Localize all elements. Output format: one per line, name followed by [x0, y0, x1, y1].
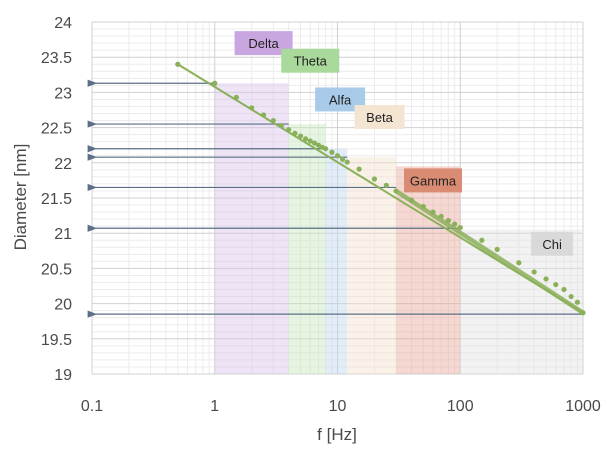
data-point	[311, 140, 318, 146]
data-point	[383, 182, 389, 188]
diameter-arrows	[87, 79, 583, 318]
data-point	[270, 117, 276, 124]
y-tick-label: 23	[54, 85, 72, 102]
data-point	[329, 149, 335, 155]
band-label-gamma: Gamma	[404, 168, 463, 193]
x-tick-label: 0.1	[81, 398, 103, 415]
y-tick-label: 22	[54, 156, 72, 173]
x-axis-ticks: 0.1 1 10 100 1000	[81, 398, 601, 415]
data-point	[494, 246, 500, 252]
data-point	[479, 237, 485, 243]
data-point	[175, 61, 181, 67]
band-theta	[288, 124, 326, 374]
band-label-text: Beta	[366, 110, 394, 125]
band-label-beta: Beta	[354, 105, 405, 130]
y-tick-label: 21	[54, 226, 72, 243]
band-label-box	[404, 168, 463, 193]
y-tick-label: 21.5	[41, 191, 72, 208]
x-tick-label: 1000	[565, 398, 601, 415]
data-point	[430, 209, 436, 215]
y-tick-label: 24	[54, 15, 72, 32]
y-tick-label: 19	[54, 367, 72, 384]
series-dense-segment	[394, 189, 585, 315]
band-label-delta: Delta	[234, 31, 293, 56]
band-label-box	[281, 48, 340, 73]
x-tick-label: 10	[329, 398, 347, 415]
data-point	[339, 156, 346, 162]
y-tick-label: 20	[54, 297, 72, 314]
data-point	[344, 159, 350, 165]
data-point	[297, 133, 304, 139]
data-point	[438, 213, 444, 219]
band-label-text: Chi	[542, 237, 562, 252]
band-label-text: Delta	[248, 36, 279, 51]
data-point	[568, 293, 574, 300]
data-point	[260, 112, 267, 118]
y-axis-title: Diameter [nm]	[11, 144, 30, 251]
y-tick-label: 20.5	[41, 261, 72, 278]
band-gamma	[396, 166, 461, 374]
data-point	[233, 94, 239, 100]
data-point	[553, 281, 559, 288]
data-series	[175, 61, 586, 316]
band-beta	[347, 157, 397, 374]
data-point	[561, 286, 567, 293]
band-label-box	[531, 231, 574, 256]
data-point	[292, 130, 298, 136]
y-tick-label: 22.5	[41, 121, 72, 138]
band-label-text: Alfa	[329, 92, 352, 107]
data-point	[580, 310, 586, 316]
data-point	[278, 122, 285, 129]
data-point	[408, 197, 415, 203]
data-point	[249, 105, 255, 111]
data-point	[356, 166, 362, 172]
y-tick-label: 19.5	[41, 332, 72, 349]
data-point	[393, 188, 399, 194]
band-labels: Delta Theta Alfa Beta Gamma Chi	[234, 31, 574, 256]
data-point	[334, 153, 341, 159]
data-point	[303, 136, 309, 142]
band-alfa	[325, 148, 348, 374]
data-point	[452, 221, 458, 227]
data-point	[457, 224, 463, 231]
data-point	[445, 217, 451, 224]
y-axis-ticks: 19 19.5 20 20.5 21 21.5 22 22.5 23 23.5 24	[41, 15, 72, 384]
x-axis-title: f [Hz]	[317, 425, 357, 444]
y-tick-label: 23.5	[41, 50, 72, 67]
data-point	[574, 299, 580, 305]
data-point	[420, 203, 426, 210]
x-tick-label: 1	[210, 398, 219, 415]
band-label-text: Theta	[294, 54, 328, 69]
data-point	[286, 127, 292, 133]
data-point	[212, 80, 218, 86]
band-label-box	[354, 105, 405, 130]
band-label-chi: Chi	[531, 231, 574, 256]
data-point	[531, 269, 537, 275]
x-tick-label: 100	[447, 398, 474, 415]
band-label-text: Gamma	[410, 173, 457, 188]
band-label-theta: Theta	[281, 48, 340, 73]
data-point	[516, 260, 522, 266]
data-point	[543, 276, 549, 282]
data-point	[323, 146, 329, 152]
data-point	[307, 138, 313, 144]
data-point	[371, 176, 378, 182]
